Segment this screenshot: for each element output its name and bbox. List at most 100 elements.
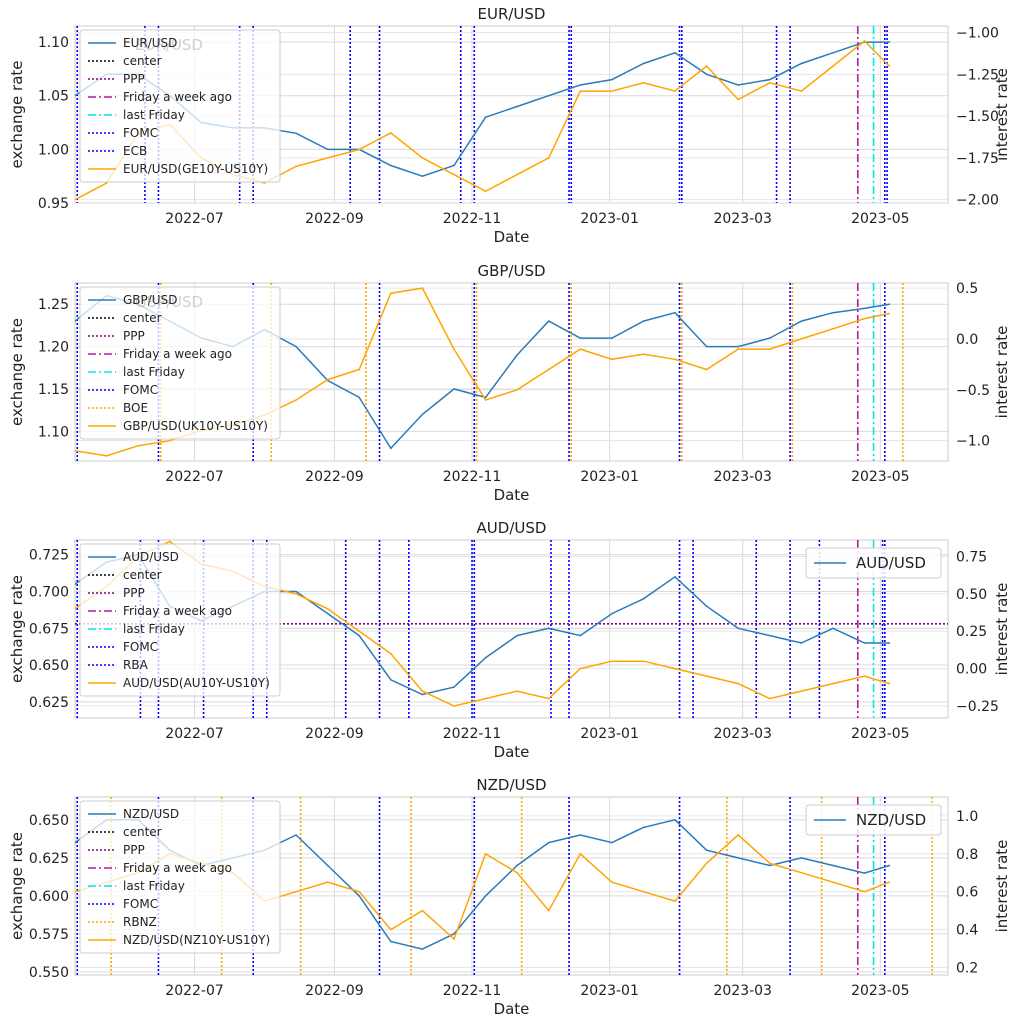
legend-label: PPP [123, 586, 145, 600]
y-tick-label: 1.10 [38, 424, 69, 440]
x-axis-label: Date [494, 1000, 530, 1018]
data-point [326, 612, 329, 615]
data-point [642, 81, 645, 84]
data-point [579, 90, 582, 92]
x-tick-label: 2023-03 [713, 211, 772, 227]
data-point [611, 358, 613, 361]
data-point [484, 399, 487, 401]
data-point [579, 84, 582, 86]
data-point [295, 590, 297, 593]
y2-axis-label: interest rate [993, 326, 1011, 419]
data-point [295, 165, 297, 168]
data-point [888, 881, 891, 884]
x-tick-label: 2023-05 [851, 983, 910, 999]
legend-label: PPP [123, 843, 145, 857]
data-point [484, 895, 487, 897]
data-point [326, 864, 329, 867]
data-point [611, 78, 613, 81]
data-point [484, 396, 487, 399]
data-point [832, 627, 834, 630]
legend-label: last Friday [123, 879, 185, 893]
data-point [453, 686, 455, 688]
data-point [547, 697, 550, 700]
data-point [800, 320, 803, 322]
data-point [705, 675, 708, 677]
data-point [516, 690, 518, 692]
data-point [642, 353, 645, 356]
data-point [295, 834, 297, 836]
data-point [326, 157, 329, 159]
y2-tick-label: −1.00 [956, 26, 999, 42]
legend-label: ECB [123, 144, 147, 158]
data-point [516, 354, 518, 356]
data-point [737, 682, 740, 685]
y2-axis-label: interest rate [993, 68, 1011, 161]
data-point [390, 940, 392, 943]
x-tick-label: 2022-07 [165, 983, 224, 999]
data-point [832, 682, 834, 685]
data-point [674, 52, 676, 54]
data-point [579, 634, 582, 637]
y2-tick-label: 0.2 [956, 960, 978, 976]
data-point [705, 345, 708, 348]
legend: AUD/USD center PPP Friday a week ago last Fr… [79, 543, 281, 697]
data-point [421, 693, 424, 696]
y2-tick-label: 0.75 [956, 549, 987, 565]
data-point [888, 864, 891, 867]
data-point [421, 157, 424, 159]
data-point [674, 667, 676, 670]
x-tick-label: 2022-07 [165, 211, 224, 227]
data-point [547, 157, 550, 159]
y2-tick-label: 1.0 [956, 809, 978, 825]
data-point [263, 182, 266, 184]
data-point [737, 345, 740, 348]
legend-label: AUD/USD(AU10Y-US10Y) [123, 676, 270, 690]
legend-faint-label: GBP/USD [135, 293, 203, 311]
legend-label: RBA [123, 658, 149, 672]
data-point [295, 132, 297, 135]
y-tick-label: 1.15 [38, 382, 69, 398]
x-tick-label: 2022-11 [443, 983, 502, 999]
data-point [800, 871, 803, 874]
data-point [832, 864, 834, 867]
data-point [295, 345, 297, 348]
data-point [547, 368, 550, 371]
data-point [737, 857, 740, 859]
y2-tick-label: −2.00 [956, 193, 999, 209]
data-point [516, 871, 518, 874]
data-point [705, 605, 708, 607]
data-point [326, 881, 329, 884]
panel-aud-usd: AUD/USD 2022-07 2022-09 2022-11 2023-01 2023-… [8, 519, 1011, 761]
legend-label: Friday a week ago [123, 347, 232, 361]
data-point [705, 368, 708, 371]
data-point [611, 90, 613, 92]
data-point [737, 834, 740, 836]
data-point [674, 358, 676, 361]
data-point [547, 909, 550, 912]
y-tick-label: 0.625 [29, 695, 69, 711]
y-axis-label: exchange rate [8, 832, 26, 940]
chart-title: GBP/USD [477, 262, 545, 280]
data-point [642, 62, 645, 65]
data-point [326, 378, 329, 381]
data-point [358, 634, 361, 637]
data-point [547, 94, 550, 97]
x-tick-label: 2023-05 [851, 726, 910, 742]
data-point [737, 627, 740, 630]
y-tick-label: 0.600 [29, 889, 69, 905]
data-point [674, 90, 676, 92]
data-point [516, 389, 518, 391]
data-point [768, 697, 771, 700]
y-tick-label: 0.95 [38, 196, 69, 212]
data-point [832, 52, 834, 54]
data-point [484, 853, 487, 855]
data-point [75, 94, 76, 97]
legend-label: PPP [123, 329, 145, 343]
data-point [642, 320, 645, 322]
legend-label: center [123, 568, 162, 582]
data-point [295, 890, 297, 893]
data-point [863, 890, 866, 893]
legend-label: last Friday [123, 108, 185, 122]
